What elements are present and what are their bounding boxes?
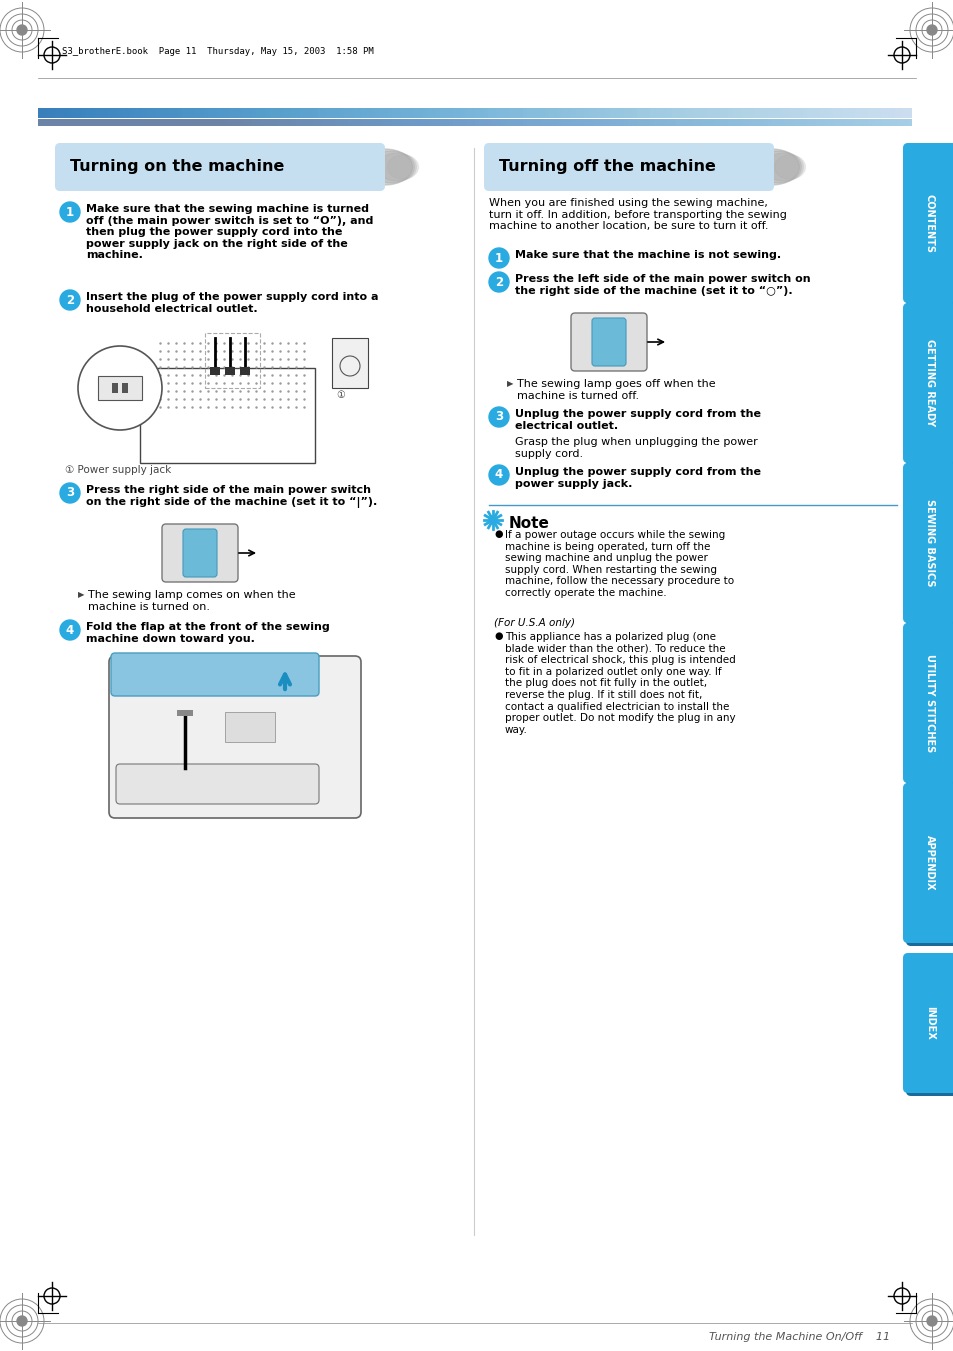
Text: GETTING READY: GETTING READY: [924, 339, 934, 427]
Circle shape: [17, 26, 27, 35]
Bar: [210, 367, 220, 376]
Bar: [122, 382, 128, 393]
Text: 1: 1: [495, 251, 502, 265]
Text: CONTENTS: CONTENTS: [924, 193, 934, 253]
FancyBboxPatch shape: [111, 653, 318, 696]
Ellipse shape: [367, 151, 414, 182]
Text: S3_brotherE.book  Page 11  Thursday, May 15, 2003  1:58 PM: S3_brotherE.book Page 11 Thursday, May 1…: [62, 47, 374, 55]
Bar: [177, 711, 193, 716]
FancyBboxPatch shape: [483, 143, 773, 190]
FancyBboxPatch shape: [902, 623, 953, 784]
Text: ●: ●: [494, 631, 502, 640]
Text: Press the left side of the main power switch on
the right side of the machine (s: Press the left side of the main power sw…: [515, 274, 810, 296]
Text: Fold the flap at the front of the sewing
machine down toward you.: Fold the flap at the front of the sewing…: [86, 621, 330, 643]
Text: The sewing lamp comes on when the
machine is turned on.: The sewing lamp comes on when the machin…: [88, 590, 295, 612]
Text: The sewing lamp goes off when the
machine is turned off.: The sewing lamp goes off when the machin…: [517, 380, 715, 401]
Text: 4: 4: [495, 469, 502, 481]
Circle shape: [926, 26, 936, 35]
Ellipse shape: [743, 149, 799, 185]
Bar: [240, 367, 250, 376]
FancyBboxPatch shape: [902, 784, 953, 943]
FancyBboxPatch shape: [905, 466, 953, 626]
Circle shape: [489, 516, 497, 524]
Ellipse shape: [763, 153, 802, 181]
Text: ●: ●: [494, 530, 502, 539]
Text: Unplug the power supply cord from the
electrical outlet.: Unplug the power supply cord from the el…: [515, 409, 760, 431]
Text: ①: ①: [335, 390, 344, 400]
Text: If a power outage occurs while the sewing
machine is being operated, turn off th: If a power outage occurs while the sewin…: [504, 530, 734, 598]
Text: 2: 2: [495, 276, 502, 289]
Circle shape: [60, 484, 80, 503]
FancyBboxPatch shape: [116, 765, 318, 804]
Ellipse shape: [754, 151, 801, 182]
FancyBboxPatch shape: [905, 957, 953, 1096]
Text: 3: 3: [66, 486, 74, 500]
Circle shape: [489, 407, 509, 427]
FancyBboxPatch shape: [592, 317, 625, 366]
Text: ▶: ▶: [78, 590, 85, 600]
Text: This appliance has a polarized plug (one
blade wider than the other). To reduce : This appliance has a polarized plug (one…: [504, 632, 735, 735]
Bar: [112, 382, 118, 393]
FancyBboxPatch shape: [902, 952, 953, 1093]
Text: UTILITY STITCHES: UTILITY STITCHES: [924, 654, 934, 753]
Text: Turning off the machine: Turning off the machine: [498, 159, 715, 174]
Text: Press the right side of the main power switch
on the right side of the machine (: Press the right side of the main power s…: [86, 485, 376, 508]
Text: 4: 4: [66, 624, 74, 636]
Circle shape: [489, 249, 509, 267]
Text: When you are finished using the sewing machine,
turn it off. In addition, before: When you are finished using the sewing m…: [489, 199, 786, 231]
Text: ▶: ▶: [506, 380, 513, 389]
FancyBboxPatch shape: [55, 143, 385, 190]
Circle shape: [60, 203, 80, 222]
Circle shape: [60, 620, 80, 640]
Circle shape: [78, 346, 162, 430]
Text: SEWING BASICS: SEWING BASICS: [924, 500, 934, 586]
FancyBboxPatch shape: [902, 143, 953, 303]
Text: (For U.S.A only): (For U.S.A only): [494, 617, 575, 628]
FancyBboxPatch shape: [902, 303, 953, 463]
Ellipse shape: [377, 153, 416, 181]
Bar: [140, 367, 314, 463]
Text: Turning the Machine On/Off    11: Turning the Machine On/Off 11: [708, 1332, 889, 1342]
Text: Unplug the power supply cord from the
power supply jack.: Unplug the power supply cord from the po…: [515, 467, 760, 489]
Text: Insert the plug of the power supply cord into a
household electrical outlet.: Insert the plug of the power supply cord…: [86, 292, 378, 313]
Text: APPENDIX: APPENDIX: [924, 835, 934, 890]
Ellipse shape: [774, 155, 804, 178]
Text: Turning on the machine: Turning on the machine: [70, 159, 284, 174]
Bar: [332, 338, 368, 388]
Text: 3: 3: [495, 411, 502, 423]
FancyBboxPatch shape: [183, 530, 216, 577]
Bar: [225, 712, 274, 742]
FancyBboxPatch shape: [902, 463, 953, 623]
FancyBboxPatch shape: [162, 524, 237, 582]
Bar: [225, 367, 234, 376]
Bar: [98, 376, 142, 400]
Text: Grasp the plug when unplugging the power
supply cord.: Grasp the plug when unplugging the power…: [515, 436, 757, 458]
FancyBboxPatch shape: [905, 305, 953, 466]
Text: Note: Note: [509, 516, 549, 531]
FancyBboxPatch shape: [905, 786, 953, 946]
FancyBboxPatch shape: [571, 313, 646, 372]
Text: Make sure that the sewing machine is turned
off (the main power switch is set to: Make sure that the sewing machine is tur…: [86, 204, 373, 261]
Ellipse shape: [357, 149, 412, 185]
Circle shape: [489, 465, 509, 485]
Ellipse shape: [387, 155, 418, 178]
Text: 2: 2: [66, 293, 74, 307]
FancyBboxPatch shape: [109, 657, 360, 817]
Text: INDEX: INDEX: [924, 1006, 934, 1040]
FancyBboxPatch shape: [905, 626, 953, 786]
Circle shape: [17, 1316, 27, 1325]
Text: 1: 1: [66, 205, 74, 219]
Circle shape: [60, 290, 80, 309]
Bar: [205, 332, 260, 388]
Circle shape: [926, 1316, 936, 1325]
Circle shape: [489, 272, 509, 292]
FancyBboxPatch shape: [905, 146, 953, 305]
Text: Make sure that the machine is not sewing.: Make sure that the machine is not sewing…: [515, 250, 781, 259]
Text: ① Power supply jack: ① Power supply jack: [65, 465, 172, 476]
